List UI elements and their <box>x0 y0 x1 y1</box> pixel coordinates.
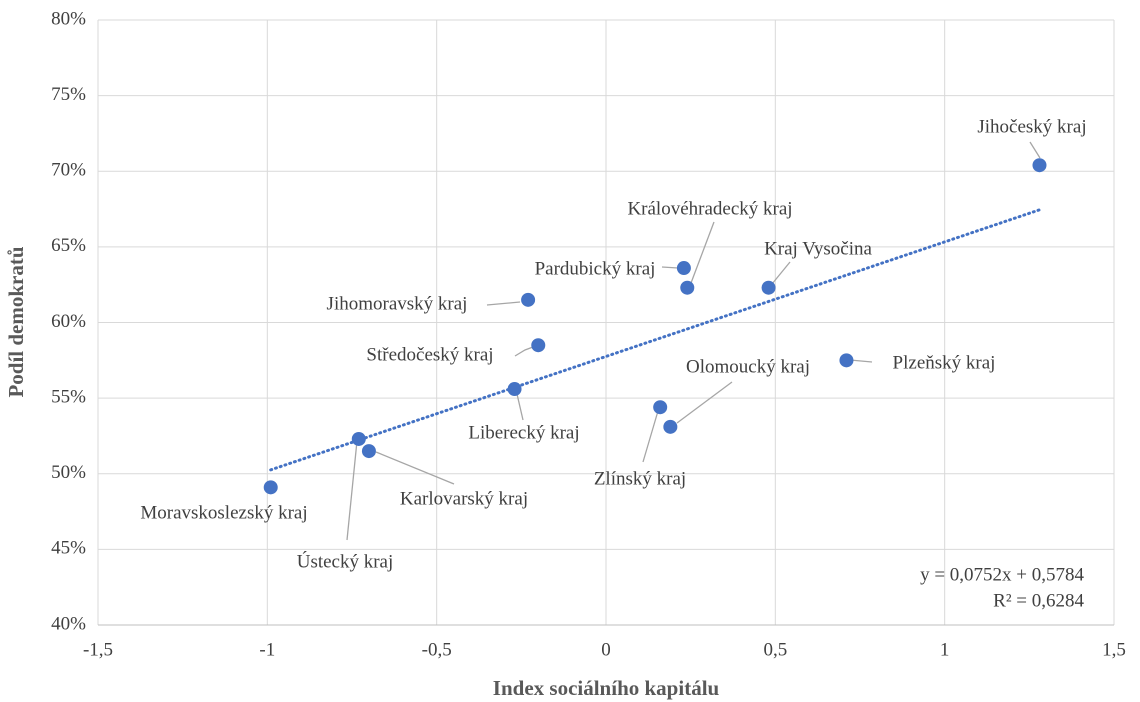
leader-line <box>486 301 521 306</box>
leader-line <box>771 261 791 285</box>
y-tick-label: 80% <box>51 8 86 29</box>
point <box>507 382 522 397</box>
y-tick-label: 40% <box>51 613 86 634</box>
leader-line <box>661 266 679 269</box>
point-label: Olomoucký kraj <box>686 356 810 377</box>
y-tick-label: 60% <box>51 311 86 332</box>
point-label: Jihočeský kraj <box>977 116 1086 137</box>
point-label: Ústecký kraj <box>297 550 394 572</box>
leader-line <box>642 410 659 463</box>
point-label: Královéhradecký kraj <box>627 198 792 219</box>
x-tick-label: -1,5 <box>83 639 113 660</box>
leader-line <box>690 221 715 284</box>
point <box>531 338 546 353</box>
leader-line <box>676 381 733 424</box>
leader-line <box>516 393 524 421</box>
y-tick-label: 75% <box>51 84 86 105</box>
trendline-r2: R² = 0,6284 <box>993 590 1084 611</box>
point <box>676 261 691 276</box>
point-label: Plzeňský kraj <box>893 352 996 373</box>
leader-line <box>346 440 358 541</box>
x-tick-label: 0 <box>601 639 611 660</box>
y-tick-label: 65% <box>51 235 86 256</box>
point <box>653 400 668 415</box>
x-axis-title: Index sociálního kapitálu <box>493 676 720 700</box>
trendline-equation: y = 0,0752x + 0,5784 <box>920 564 1084 585</box>
x-tick-label: 0,5 <box>763 639 787 660</box>
point <box>521 292 536 307</box>
y-tick-label: 70% <box>51 160 86 181</box>
y-tick-label: 50% <box>51 462 86 483</box>
leader-line <box>1029 141 1041 159</box>
point-label: Pardubický kraj <box>535 258 656 279</box>
leader-line <box>849 359 873 363</box>
leader-line <box>375 451 455 485</box>
point-label: Karlovarský kraj <box>400 488 528 509</box>
y-axis-title: Podíl demokratů <box>4 246 28 397</box>
y-tick-label: 45% <box>51 538 86 559</box>
point-label: Zlínský kraj <box>594 468 686 489</box>
trendline <box>269 208 1041 472</box>
point <box>680 280 695 295</box>
point <box>263 480 278 495</box>
point <box>761 280 776 295</box>
x-tick-label: -0,5 <box>422 639 452 660</box>
point-label: Moravskoslezský kraj <box>140 502 307 523</box>
point-label: Liberecký kraj <box>468 422 579 443</box>
x-tick-label: 1 <box>940 639 950 660</box>
x-tick-label: -1 <box>259 639 275 660</box>
point <box>663 419 678 434</box>
leader-line <box>514 346 534 357</box>
point-label: Kraj Vysočina <box>764 238 872 259</box>
point <box>361 444 376 459</box>
point <box>839 353 854 368</box>
point-label: Jihomoravský kraj <box>327 293 468 314</box>
x-tick-label: 1,5 <box>1102 639 1126 660</box>
point-label: Středočeský kraj <box>366 344 493 365</box>
point <box>1032 158 1047 173</box>
point <box>351 431 366 446</box>
y-tick-label: 55% <box>51 386 86 407</box>
